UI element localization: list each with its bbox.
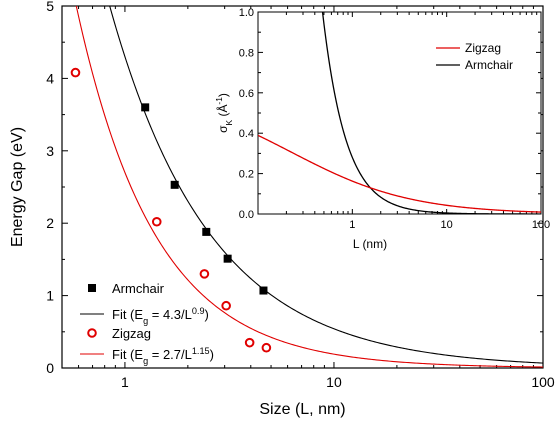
inset-y-title-sup: -1 <box>214 97 224 105</box>
inset-legend: Zigzag Armchair <box>436 41 513 72</box>
zigzag-point <box>221 300 231 311</box>
inset-y-title-sub: K <box>224 119 234 125</box>
inset-y-tick-label: 0.8 <box>239 47 254 59</box>
inset-legend-label: Armchair <box>465 58 513 72</box>
legend-armchair-marker <box>88 284 96 292</box>
armchair-point <box>259 286 268 295</box>
y-tick-label: 1 <box>46 288 54 304</box>
legend-fit2-text: = 2.7/L <box>148 347 192 362</box>
legend-fit1-sub: g <box>143 316 148 326</box>
legend-zigzag-label: Zigzag <box>112 326 151 341</box>
zigzag-point <box>244 337 255 348</box>
zigzag-point <box>70 67 81 78</box>
inset-armchair-curve <box>321 12 541 214</box>
x-tick-label: 1 <box>121 374 129 390</box>
fit-curve-1 <box>109 6 543 364</box>
zigzag-point <box>199 269 210 279</box>
armchair-point <box>223 254 232 263</box>
armchair-point <box>202 227 211 236</box>
inset-y-tick-label: 0.2 <box>239 169 254 181</box>
inset-frame <box>257 11 542 215</box>
zigzag-point <box>151 216 162 227</box>
inset-zigzag-curve <box>258 134 541 213</box>
inset-legend-label: Zigzag <box>465 41 501 55</box>
legend-fit1-text: Fit (E <box>112 307 143 322</box>
y-tick-label: 0 <box>46 360 54 376</box>
y-tick-label: 2 <box>46 215 54 231</box>
y-tick-label: 4 <box>46 70 54 86</box>
x-tick-label: 10 <box>326 374 342 390</box>
armchair-point <box>141 103 150 112</box>
x-axis-title: Size (L, nm) <box>259 401 345 418</box>
legend-fit2-label: Fit (Eg = 2.7/L1.15) <box>112 346 214 366</box>
inset-x-tick-label: 100 <box>532 219 550 231</box>
inset-x-tick-label: 10 <box>441 219 453 231</box>
legend-zigzag-marker <box>87 328 97 338</box>
inset-plot: 1 10 100 0.0 0.2 0.4 0.6 0.8 1.0 L (nm) σK (Å-1) Zi… <box>214 7 550 251</box>
legend-fit2-text: ) <box>210 347 214 362</box>
inset-y-title-text: (Å <box>215 105 230 120</box>
legend-fit2-sub: g <box>143 356 148 366</box>
inset-y-tick-label: 0.6 <box>239 88 254 100</box>
fit-curve-3 <box>75 6 543 368</box>
main-plot: 1 10 100 0 1 2 3 4 5 Size (L, nm) Energy Gap (eV) A… <box>9 0 555 418</box>
inset-y-tick-label: 0.4 <box>239 128 254 140</box>
legend-fit1-sup: 0.9 <box>192 306 205 316</box>
inset-y-title-text: ) <box>216 93 230 97</box>
legend-fit1-label: Fit (Eg = 4.3/L0.9) <box>112 306 209 326</box>
y-tick-label: 5 <box>46 0 54 14</box>
inset-x-tick-label: 1 <box>349 219 355 231</box>
inset-y-axis-title: σK (Å-1) <box>214 93 234 133</box>
inset-y-tick-label: 0.0 <box>239 209 254 221</box>
inset-y-title-text: σ <box>216 125 230 133</box>
legend-fit1-text: = 4.3/L <box>148 307 192 322</box>
zigzag-point <box>261 342 272 353</box>
legend-fit2-sup: 1.15 <box>192 346 210 356</box>
legend-fit1-text: ) <box>205 307 209 322</box>
legend-fit2-text: Fit (E <box>112 347 143 362</box>
legend-armchair-label: Armchair <box>112 281 165 296</box>
armchair-point <box>170 180 179 189</box>
x-tick-label: 100 <box>531 374 555 390</box>
inset-y-tick-label: 1.0 <box>239 7 254 19</box>
y-axis-title: Energy Gap (eV) <box>9 127 26 247</box>
y-tick-label: 3 <box>46 143 54 159</box>
inset-x-axis-title: L (nm) <box>353 237 387 251</box>
